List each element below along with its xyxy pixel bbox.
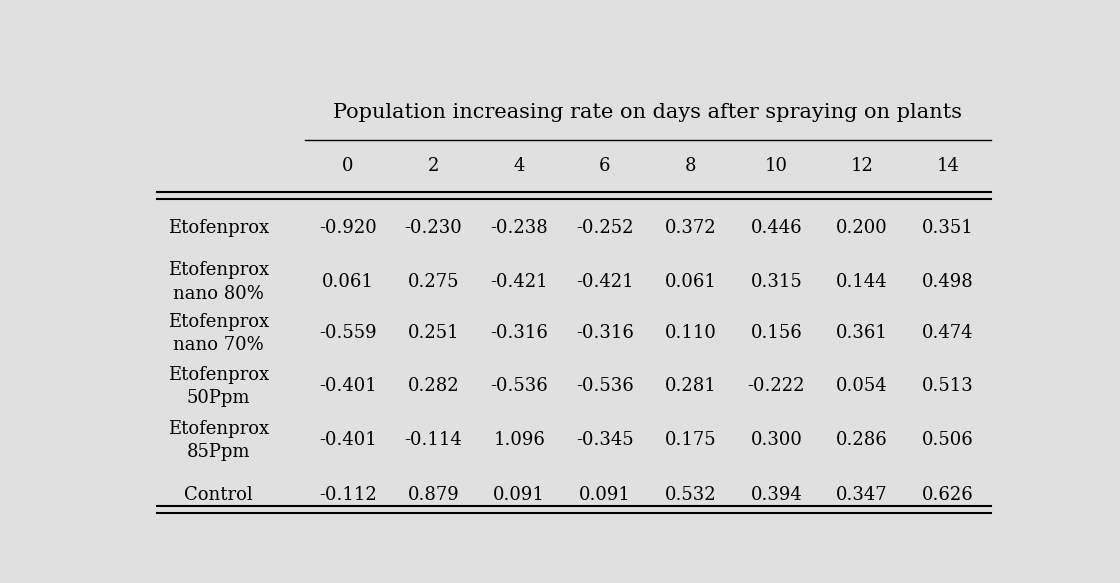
Text: 0.281: 0.281 (665, 377, 717, 395)
Text: 0.275: 0.275 (408, 273, 459, 291)
Text: Etofenprox: Etofenprox (168, 219, 269, 237)
Text: 0.156: 0.156 (750, 325, 802, 342)
Text: 6: 6 (599, 157, 610, 175)
Text: 2: 2 (428, 157, 439, 175)
Text: 0.506: 0.506 (922, 431, 973, 449)
Text: 0.061: 0.061 (321, 273, 374, 291)
Text: -0.222: -0.222 (748, 377, 805, 395)
Text: 0.091: 0.091 (493, 486, 545, 504)
Text: 0.351: 0.351 (922, 219, 973, 237)
Text: 0.200: 0.200 (837, 219, 888, 237)
Text: 0.054: 0.054 (837, 377, 888, 395)
Text: 0.061: 0.061 (664, 273, 717, 291)
Text: 0.144: 0.144 (837, 273, 888, 291)
Text: 0.474: 0.474 (922, 325, 973, 342)
Text: 14: 14 (936, 157, 959, 175)
Text: Population increasing rate on days after spraying on plants: Population increasing rate on days after… (334, 103, 962, 122)
Text: 0.091: 0.091 (579, 486, 631, 504)
Text: -0.920: -0.920 (319, 219, 376, 237)
Text: -0.559: -0.559 (319, 325, 376, 342)
Text: -0.252: -0.252 (576, 219, 634, 237)
Text: 0.446: 0.446 (750, 219, 802, 237)
Text: 4: 4 (513, 157, 525, 175)
Text: -0.112: -0.112 (319, 486, 376, 504)
Text: 0.282: 0.282 (408, 377, 459, 395)
Text: Control: Control (184, 486, 252, 504)
Text: 12: 12 (850, 157, 874, 175)
Text: 0.513: 0.513 (922, 377, 973, 395)
Text: 0.372: 0.372 (665, 219, 717, 237)
Text: -0.401: -0.401 (319, 377, 376, 395)
Text: 0: 0 (342, 157, 354, 175)
Text: 0.361: 0.361 (837, 325, 888, 342)
Text: -0.536: -0.536 (576, 377, 634, 395)
Text: Etofenprox
nano 80%: Etofenprox nano 80% (168, 261, 269, 303)
Text: -0.401: -0.401 (319, 431, 376, 449)
Text: -0.316: -0.316 (491, 325, 548, 342)
Text: -0.238: -0.238 (491, 219, 548, 237)
Text: 0.394: 0.394 (750, 486, 802, 504)
Text: 0.286: 0.286 (837, 431, 888, 449)
Text: 1.096: 1.096 (493, 431, 545, 449)
Text: 0.498: 0.498 (922, 273, 973, 291)
Text: 0.879: 0.879 (408, 486, 459, 504)
Text: 10: 10 (765, 157, 787, 175)
Text: 0.315: 0.315 (750, 273, 802, 291)
Text: 0.347: 0.347 (837, 486, 888, 504)
Text: Etofenprox
50Ppm: Etofenprox 50Ppm (168, 366, 269, 408)
Text: 0.110: 0.110 (664, 325, 717, 342)
Text: 8: 8 (685, 157, 697, 175)
Text: -0.421: -0.421 (491, 273, 548, 291)
Text: -0.114: -0.114 (404, 431, 463, 449)
Text: 0.251: 0.251 (408, 325, 459, 342)
Text: -0.316: -0.316 (576, 325, 634, 342)
Text: 0.532: 0.532 (665, 486, 717, 504)
Text: -0.536: -0.536 (491, 377, 548, 395)
Text: 0.300: 0.300 (750, 431, 802, 449)
Text: 0.626: 0.626 (922, 486, 973, 504)
Text: 0.175: 0.175 (665, 431, 717, 449)
Text: -0.230: -0.230 (404, 219, 463, 237)
Text: -0.345: -0.345 (576, 431, 634, 449)
Text: Etofenprox
85Ppm: Etofenprox 85Ppm (168, 420, 269, 461)
Text: Etofenprox
nano 70%: Etofenprox nano 70% (168, 312, 269, 354)
Text: -0.421: -0.421 (576, 273, 634, 291)
